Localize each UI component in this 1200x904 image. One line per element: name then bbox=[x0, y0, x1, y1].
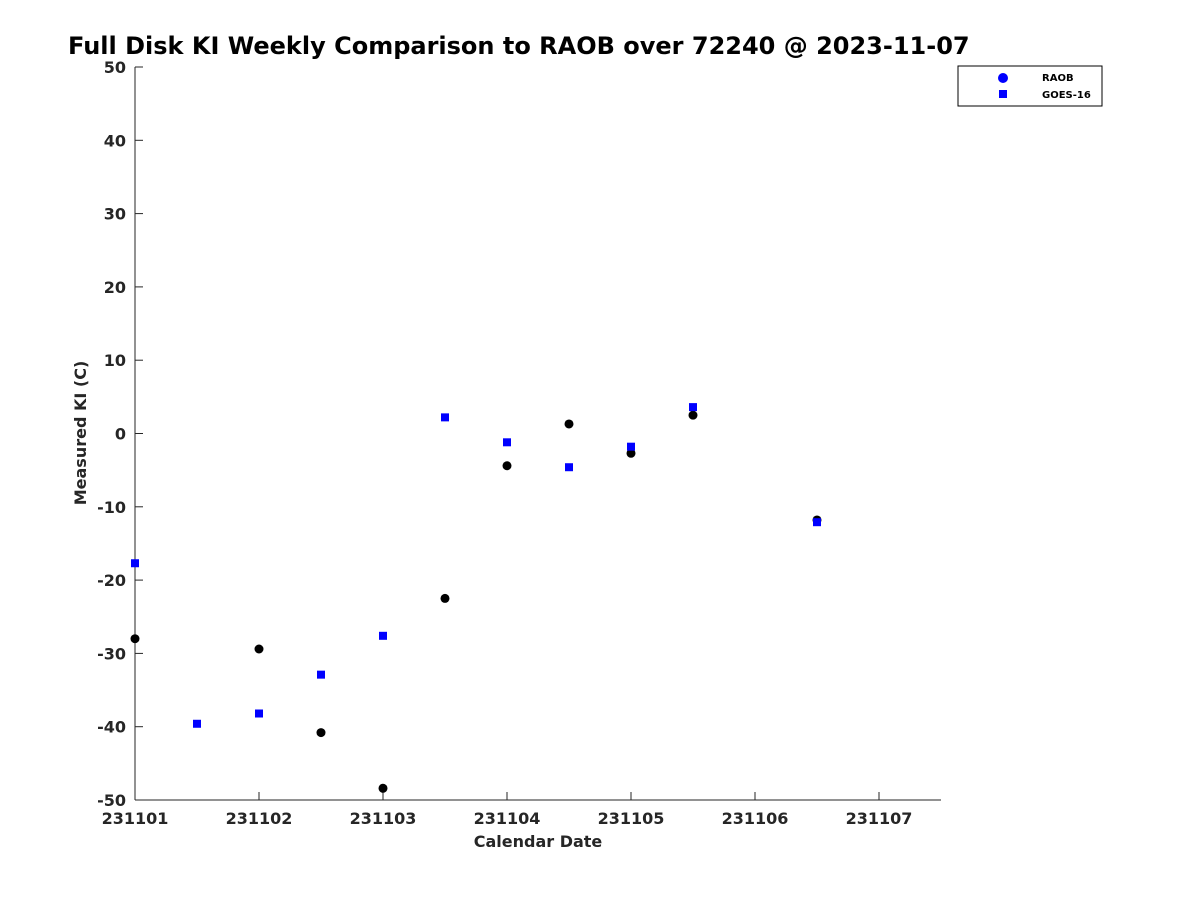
data-point-goes bbox=[689, 403, 697, 412]
data-point-goes bbox=[131, 559, 139, 568]
data-point-goes bbox=[441, 413, 449, 422]
y-tick-label: 40 bbox=[104, 131, 126, 150]
x-ticks: 231101 231102 231103 231104 231105 231106 2311… bbox=[102, 792, 913, 828]
legend: RAOB GOES-16 bbox=[957, 65, 1103, 107]
data-point-raob bbox=[316, 728, 326, 738]
y-tick-label: -40 bbox=[97, 718, 126, 737]
y-tick-label: -30 bbox=[97, 644, 126, 663]
data-point-raob bbox=[564, 419, 574, 429]
data-point-goes bbox=[813, 518, 821, 527]
y-axis-label: Measured KI (C) bbox=[71, 361, 90, 506]
x-tick-label: 231105 bbox=[598, 809, 665, 828]
series-goes-16 bbox=[131, 403, 821, 728]
x-axis-label: Calendar Date bbox=[474, 832, 603, 851]
data-point-goes bbox=[317, 670, 325, 679]
data-point-goes bbox=[503, 438, 511, 447]
y-tick-label: 20 bbox=[104, 278, 126, 297]
chart-title: Full Disk KI Weekly Comparison to RAOB o… bbox=[68, 32, 970, 60]
x-tick-label: 231101 bbox=[102, 809, 169, 828]
y-ticks: -50 -40 -30 -20 -10 0 10 20 30 40 50 bbox=[97, 58, 143, 810]
data-point-raob bbox=[254, 644, 264, 654]
y-tick-label: 50 bbox=[104, 58, 126, 77]
y-tick-label: -10 bbox=[97, 498, 126, 517]
x-tick-label: 231102 bbox=[226, 809, 293, 828]
x-tick-label: 231103 bbox=[350, 809, 417, 828]
series-raob bbox=[130, 410, 822, 793]
x-tick-label: 231107 bbox=[846, 809, 913, 828]
series-layer bbox=[130, 403, 822, 793]
y-tick-label: 30 bbox=[104, 205, 126, 224]
y-tick-label: 10 bbox=[104, 351, 126, 370]
legend-box bbox=[957, 65, 1103, 107]
data-point-raob bbox=[440, 593, 450, 603]
data-point-goes bbox=[565, 463, 573, 472]
legend-label-goes: GOES-16 bbox=[1042, 90, 1091, 101]
data-point-raob bbox=[378, 783, 388, 793]
axes bbox=[134, 67, 941, 801]
y-tick-label: -50 bbox=[97, 791, 126, 810]
data-point-goes bbox=[379, 631, 387, 640]
x-tick-label: 231106 bbox=[722, 809, 789, 828]
data-point-goes bbox=[255, 709, 263, 718]
data-point-raob bbox=[130, 634, 140, 644]
y-tick-label: -20 bbox=[97, 571, 126, 590]
data-point-raob bbox=[688, 410, 698, 420]
legend-marker-raob bbox=[998, 73, 1008, 83]
legend-marker-goes bbox=[999, 90, 1007, 98]
data-point-raob bbox=[626, 448, 636, 458]
legend-label-raob: RAOB bbox=[1042, 73, 1074, 84]
x-tick-label: 231104 bbox=[474, 809, 541, 828]
data-point-goes bbox=[627, 442, 635, 451]
y-tick-label: 0 bbox=[115, 425, 126, 444]
data-point-raob bbox=[502, 461, 512, 471]
data-point-goes bbox=[193, 719, 201, 728]
